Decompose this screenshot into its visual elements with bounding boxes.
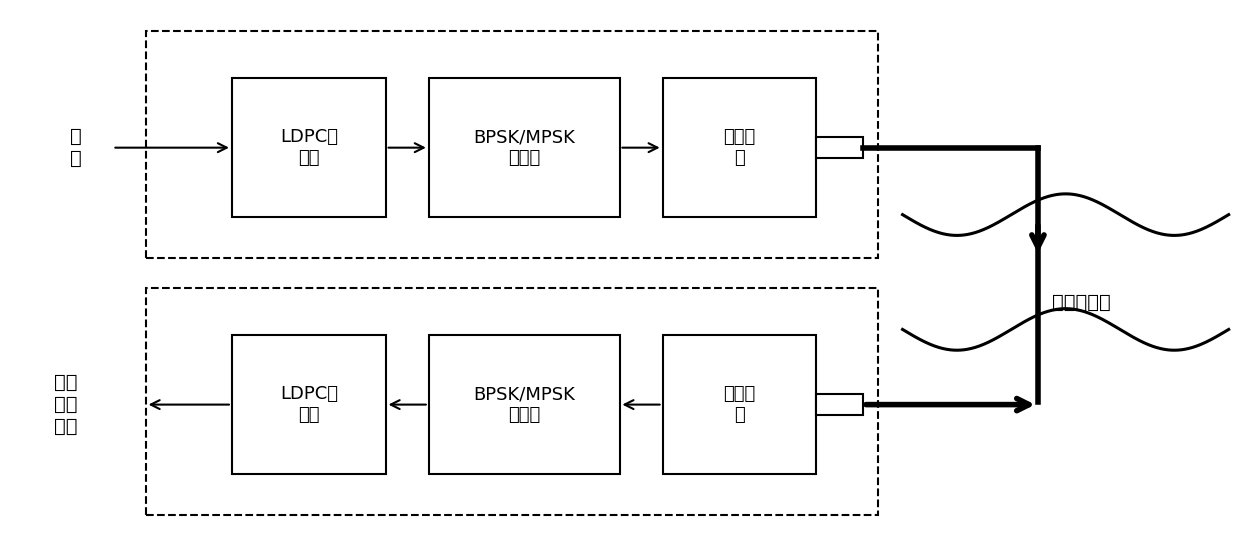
Bar — [146, 32, 878, 259]
Text: LDPC译
码器: LDPC译 码器 — [280, 385, 338, 424]
Text: 信
源: 信 源 — [69, 127, 82, 168]
Text: BPSK/MPSK
调制器: BPSK/MPSK 调制器 — [473, 128, 575, 167]
Bar — [817, 394, 864, 415]
Bar — [232, 335, 385, 475]
Text: LDPC编
码器: LDPC编 码器 — [280, 128, 338, 167]
Bar — [232, 78, 385, 218]
Text: 光发射
器: 光发射 器 — [724, 128, 756, 167]
Bar — [146, 289, 878, 515]
Bar — [429, 78, 620, 218]
Bar — [817, 137, 864, 158]
Text: BPSK/MPSK
解调器: BPSK/MPSK 解调器 — [473, 385, 575, 424]
Bar — [663, 78, 817, 218]
Text: 接受
到的
数据: 接受 到的 数据 — [55, 373, 78, 436]
Bar — [663, 335, 817, 475]
Text: 光接收
器: 光接收 器 — [724, 385, 756, 424]
Bar — [429, 335, 620, 475]
Text: 水下光信道: 水下光信道 — [1052, 292, 1110, 311]
